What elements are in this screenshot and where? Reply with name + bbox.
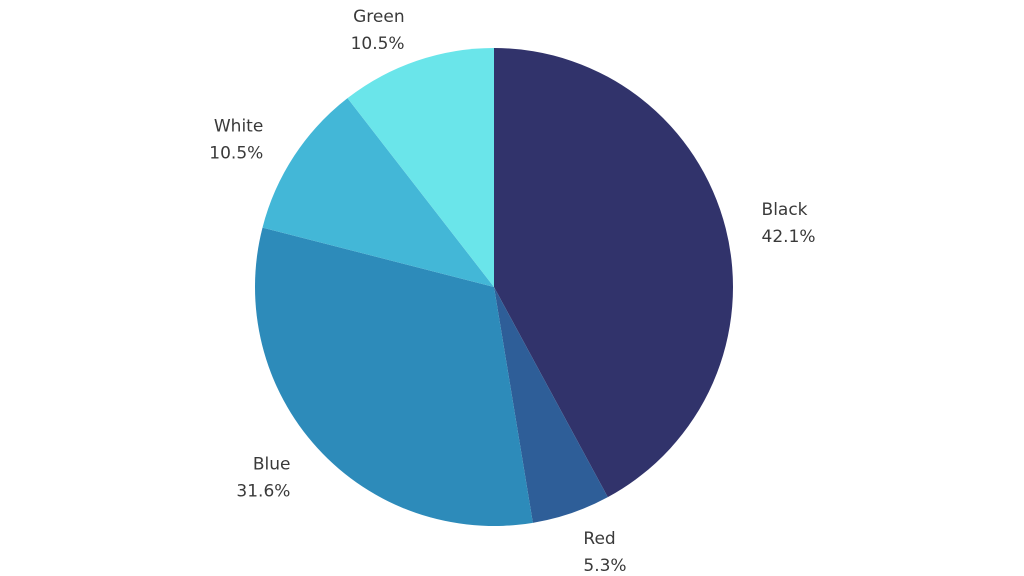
slice-name: Black <box>762 200 808 220</box>
slice-percent: 31.6% <box>236 481 290 501</box>
slice-name: Green <box>353 7 404 27</box>
slice-label-blue: Blue 31.6% <box>236 454 290 501</box>
pie-slices <box>255 48 733 526</box>
slice-label-red: Red 5.3% <box>583 529 626 576</box>
pie-slice-red <box>494 287 608 523</box>
pie-slice-black <box>494 48 733 498</box>
pie-slice-green <box>347 48 494 287</box>
pie-slice-white <box>262 98 494 287</box>
slice-label-white: White 10.5% <box>209 116 263 163</box>
slice-percent: 5.3% <box>583 556 626 576</box>
slice-name: White <box>214 116 263 136</box>
slice-label-black: Black 42.1% <box>762 200 816 247</box>
slice-percent: 10.5% <box>351 34 405 54</box>
slice-name: Blue <box>253 454 291 474</box>
slice-percent: 42.1% <box>762 227 816 247</box>
pie-slice-blue <box>255 227 533 526</box>
slice-name: Red <box>583 529 615 549</box>
slice-percent: 10.5% <box>209 143 263 163</box>
pie-labels: Black 42.1%Red 5.3%Blue 31.6%White 10.5%Gree… <box>209 7 815 576</box>
slice-label-green: Green 10.5% <box>351 7 405 54</box>
